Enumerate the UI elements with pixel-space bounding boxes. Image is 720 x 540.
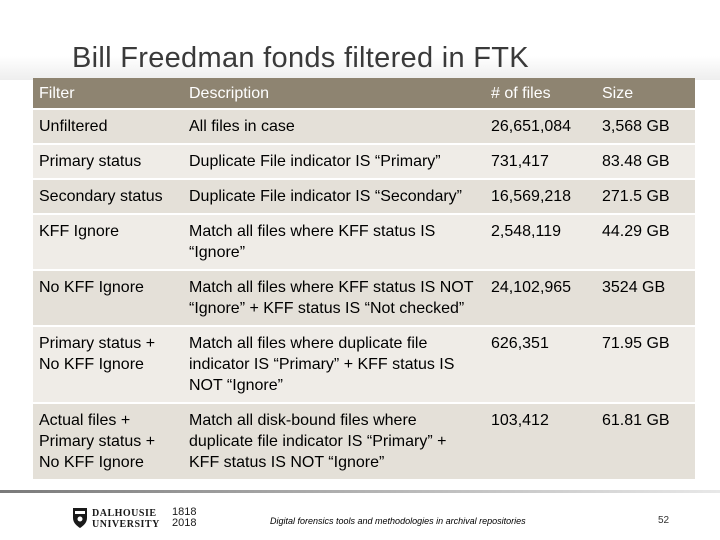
table-row: KFF Ignore Match all files where KFF sta…: [33, 214, 695, 271]
footer-caption: Digital forensics tools and methodologie…: [270, 516, 526, 526]
cell-file-count: 24,102,965: [485, 270, 596, 327]
column-header-size: Size: [596, 78, 695, 110]
cell-size: 61.81 GB: [596, 403, 695, 481]
column-header-description: Description: [183, 78, 485, 110]
logo-line-2: UNIVERSITY: [92, 519, 160, 530]
table-row: Primary status Duplicate File indicator …: [33, 144, 695, 180]
table-row: Secondary status Duplicate File indicato…: [33, 179, 695, 215]
cell-size: 271.5 GB: [596, 179, 695, 215]
anniversary-years: 1818 2018: [172, 507, 196, 529]
logo-line-1: DALHOUSIE: [92, 508, 157, 519]
header-shade: [0, 0, 720, 80]
table-header-row: Filter Description # of files Size: [33, 78, 695, 110]
cell-description: Match all files where duplicate file ind…: [183, 326, 485, 404]
cell-filter: No KFF Ignore: [33, 270, 183, 327]
footer-divider: [0, 490, 720, 493]
column-header-filter: Filter: [33, 78, 183, 110]
dalhousie-crest-icon: [73, 508, 87, 528]
university-name: DALHOUSIE UNIVERSITY: [92, 508, 160, 530]
table-row: No KFF Ignore Match all files where KFF …: [33, 270, 695, 327]
cell-file-count: 626,351: [485, 326, 596, 404]
year-end: 2018: [172, 517, 197, 529]
cell-size: 3,568 GB: [596, 109, 695, 145]
cell-size: 44.29 GB: [596, 214, 695, 271]
cell-description: Match all files where KFF status IS NOT …: [183, 270, 485, 327]
slide-title: Bill Freedman fonds filtered in FTK: [72, 42, 529, 74]
cell-description: Duplicate File indicator IS “Secondary”: [183, 179, 485, 215]
filter-table: Filter Description # of files Size Unfil…: [33, 78, 695, 481]
university-logo: DALHOUSIE UNIVERSITY 1818 2018: [72, 507, 212, 533]
cell-file-count: 26,651,084: [485, 109, 596, 145]
cell-file-count: 103,412: [485, 403, 596, 481]
cell-size: 71.95 GB: [596, 326, 695, 404]
table-row: Actual files + Primary status + No KFF I…: [33, 403, 695, 481]
cell-description: Match all disk-bound files where duplica…: [183, 403, 485, 481]
table-row: Primary status + No KFF Ignore Match all…: [33, 326, 695, 404]
cell-filter: KFF Ignore: [33, 214, 183, 271]
year-start: 1818: [172, 506, 197, 518]
cell-filter: Secondary status: [33, 179, 183, 215]
cell-size: 3524 GB: [596, 270, 695, 327]
column-header-file-count: # of files: [485, 78, 596, 110]
cell-filter: Unfiltered: [33, 109, 183, 145]
cell-file-count: 731,417: [485, 144, 596, 180]
cell-filter: Primary status + No KFF Ignore: [33, 326, 183, 404]
cell-description: Duplicate File indicator IS “Primary”: [183, 144, 485, 180]
cell-description: Match all files where KFF status IS “Ign…: [183, 214, 485, 271]
table-row: Unfiltered All files in case 26,651,084 …: [33, 109, 695, 145]
cell-description: All files in case: [183, 109, 485, 145]
cell-file-count: 16,569,218: [485, 179, 596, 215]
cell-file-count: 2,548,119: [485, 214, 596, 271]
cell-filter: Actual files + Primary status + No KFF I…: [33, 403, 183, 481]
cell-filter: Primary status: [33, 144, 183, 180]
cell-size: 83.48 GB: [596, 144, 695, 180]
page-number: 52: [658, 515, 670, 526]
